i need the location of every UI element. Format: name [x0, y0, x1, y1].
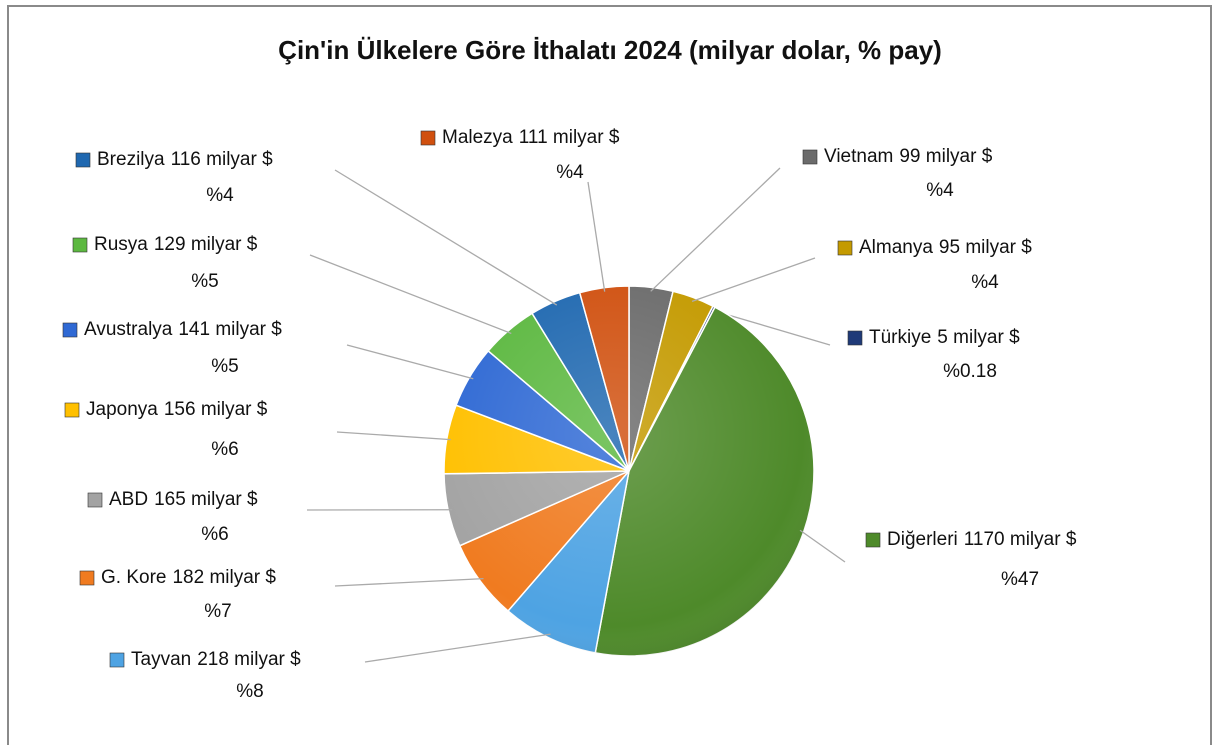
category-label: G. Kore — [101, 567, 166, 588]
value-label: 5 milyar $ — [937, 327, 1020, 348]
data-label: G. Kore 182 milyar $ — [101, 567, 276, 588]
leader-line — [336, 431, 451, 441]
legend-marker — [865, 532, 881, 548]
value-label: 129 milyar $ — [154, 234, 258, 255]
category-label: Diğerleri — [887, 529, 958, 550]
percent-label: %6 — [211, 439, 238, 460]
category-label: Avustralya — [84, 319, 173, 340]
value-label: 116 milyar $ — [171, 149, 274, 170]
legend-marker — [802, 149, 818, 165]
data-label: Diğerleri 1170 milyar $ — [887, 529, 1077, 550]
percent-label: %5 — [191, 271, 218, 292]
data-label: Avustralya 141 milyar $ — [84, 319, 282, 340]
data-label: Malezya 111 milyar $ — [442, 127, 620, 148]
value-label: 141 milyar $ — [178, 319, 282, 340]
chart-title: Çin'in Ülkelere Göre İthalatı 2024 (mily… — [278, 35, 942, 65]
legend-marker — [62, 322, 78, 338]
value-label: 95 milyar $ — [939, 237, 1032, 258]
percent-label: %0.18 — [943, 361, 997, 382]
category-label: Vietnam — [824, 146, 893, 167]
data-label: Vietnam 99 milyar $ — [824, 146, 993, 167]
category-label: Japonya — [86, 399, 158, 420]
category-label: Almanya — [859, 237, 933, 258]
percent-label: %4 — [926, 180, 954, 201]
percent-label: %7 — [204, 601, 231, 622]
data-label: Japonya 156 milyar $ — [86, 399, 268, 420]
value-label: 111 milyar $ — [519, 127, 620, 148]
legend-marker — [79, 570, 95, 586]
legend-marker — [109, 652, 125, 668]
category-label: Türkiye — [869, 327, 931, 348]
data-label: ABD 165 milyar $ — [109, 489, 258, 510]
legend-marker — [72, 237, 88, 253]
value-label: 156 milyar $ — [164, 399, 268, 420]
leader-line — [587, 181, 606, 292]
percent-label: %8 — [236, 681, 263, 702]
value-label: 218 milyar $ — [197, 649, 301, 670]
percent-label: %5 — [211, 356, 238, 377]
data-label: Brezilya 116 milyar $ — [97, 149, 273, 170]
legend-marker — [837, 240, 853, 256]
category-label: ABD — [109, 489, 148, 510]
legend-marker — [847, 330, 863, 346]
value-label: 1170 milyar $ — [964, 529, 1077, 550]
legend-marker — [64, 402, 80, 418]
category-label: Tayvan — [131, 649, 191, 670]
percent-label: %4 — [556, 162, 584, 183]
data-label: Almanya 95 milyar $ — [859, 237, 1032, 258]
legend-marker — [87, 492, 103, 508]
percent-label: %4 — [206, 185, 234, 206]
percent-label: %6 — [201, 524, 228, 545]
percent-label: %4 — [971, 272, 999, 293]
leader-line — [334, 169, 558, 306]
category-label: Malezya — [442, 127, 513, 148]
data-label: Tayvan 218 milyar $ — [131, 649, 301, 670]
data-label: Türkiye 5 milyar $ — [869, 327, 1020, 348]
value-label: 165 milyar $ — [154, 489, 258, 510]
value-label: 182 milyar $ — [172, 567, 276, 588]
legend-marker — [75, 152, 91, 168]
leader-line — [650, 167, 781, 292]
data-label: Rusya 129 milyar $ — [94, 234, 258, 255]
value-label: 99 milyar $ — [899, 146, 992, 167]
percent-label: %47 — [1001, 569, 1039, 590]
legend-marker — [420, 130, 436, 146]
category-label: Rusya — [94, 234, 148, 255]
category-label: Brezilya — [97, 149, 165, 170]
